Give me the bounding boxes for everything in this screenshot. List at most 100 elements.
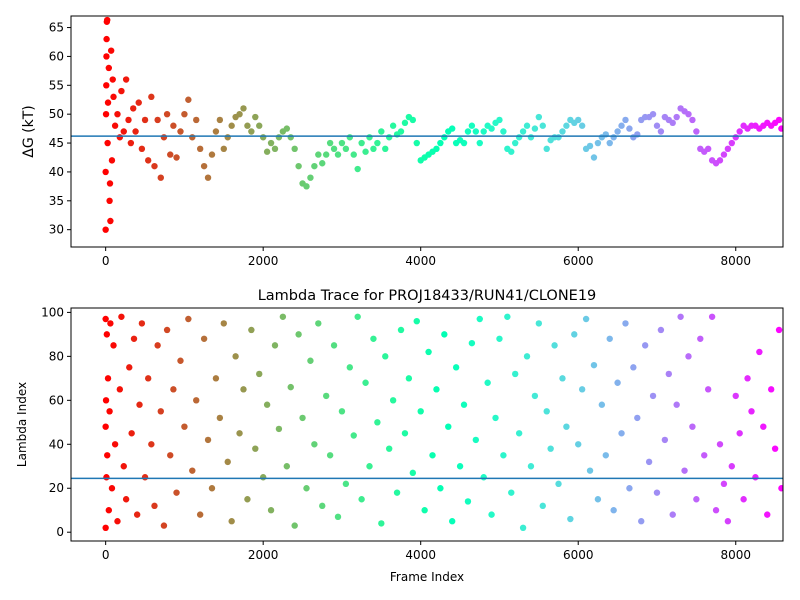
lambda-y-tick-label-40: 40 xyxy=(49,437,64,451)
delta-g-point-14 xyxy=(107,47,115,54)
lambda-point-91 xyxy=(393,489,401,496)
lambda-point-156 xyxy=(649,392,657,400)
delta-g-point-81 xyxy=(334,151,342,158)
lambda-point-68 xyxy=(303,485,310,492)
delta-g-point-62 xyxy=(259,134,267,141)
delta-g-point-146 xyxy=(590,154,598,161)
delta-g-point-101 xyxy=(413,139,420,147)
lambda-point-106 xyxy=(452,364,460,371)
delta-g-point-152 xyxy=(614,128,621,135)
delta-g-point-40 xyxy=(173,154,180,161)
lambda-point-179 xyxy=(740,496,747,503)
delta-g-point-163 xyxy=(657,128,665,135)
lambda-point-69 xyxy=(307,357,314,364)
lambda-point-154 xyxy=(641,342,649,349)
lambda-point-17 xyxy=(120,463,127,470)
delta-g-y-tick-label-35: 35 xyxy=(49,194,64,208)
delta-g-point-77 xyxy=(319,160,326,167)
lambda-point-174 xyxy=(720,480,728,488)
lambda-point-107 xyxy=(456,463,464,470)
lambda-point-115 xyxy=(488,511,495,518)
delta-g-point-126 xyxy=(512,139,519,147)
lambda-point-129 xyxy=(543,408,550,415)
delta-g-point-39 xyxy=(170,122,177,129)
delta-g-point-78 xyxy=(322,151,330,158)
delta-g-x-tick-label-2000: 2000 xyxy=(248,254,279,268)
delta-g-point-5 xyxy=(103,35,110,43)
lambda-point-18 xyxy=(122,496,130,503)
delta-g-point-21 xyxy=(118,87,125,95)
lambda-point-41 xyxy=(196,511,204,518)
delta-g-point-37 xyxy=(163,110,171,118)
lambda-point-21 xyxy=(130,335,138,342)
delta-g-point-50 xyxy=(212,128,220,135)
lambda-point-102 xyxy=(437,485,444,492)
delta-g-point-143 xyxy=(578,122,586,129)
lambda-y-tick-label-0: 0 xyxy=(56,525,64,539)
lambda-point-142 xyxy=(594,496,602,503)
delta-g-point-97 xyxy=(397,128,405,135)
lambda-point-8 xyxy=(105,507,113,514)
delta-g-point-15 xyxy=(108,157,116,164)
lambda-point-5 xyxy=(103,331,111,338)
lambda-point-133 xyxy=(559,375,566,382)
lambda-point-120 xyxy=(508,489,515,496)
lambda-point-49 xyxy=(228,518,235,525)
lambda-point-20 xyxy=(128,430,135,437)
delta-g-axes-frame xyxy=(70,15,784,248)
delta-g-point-12 xyxy=(106,180,114,187)
lambda-point-16 xyxy=(118,313,125,320)
lambda-point-109 xyxy=(464,498,472,505)
lambda-point-54 xyxy=(248,326,255,334)
delta-g-point-56 xyxy=(236,110,243,118)
lambda-point-187 xyxy=(771,445,779,452)
delta-g-point-28 xyxy=(135,99,142,106)
delta-g-point-75 xyxy=(311,162,318,170)
lambda-point-168 xyxy=(697,335,704,342)
lambda-point-143 xyxy=(598,401,606,408)
delta-g-y-tick-label-65: 65 xyxy=(49,21,64,35)
delta-g-point-24 xyxy=(125,116,132,124)
lambda-point-82 xyxy=(358,496,365,503)
delta-g-point-44 xyxy=(189,134,196,141)
lambda-point-93 xyxy=(401,430,409,437)
lambda-point-50 xyxy=(232,353,239,360)
delta-g-point-139 xyxy=(563,122,570,129)
delta-g-point-123 xyxy=(500,128,507,135)
delta-g-point-172 xyxy=(693,128,700,135)
lambda-point-94 xyxy=(405,375,413,382)
lambda-point-71 xyxy=(315,320,322,327)
lambda-point-127 xyxy=(535,320,543,327)
lambda-point-104 xyxy=(445,423,452,430)
delta-g-point-151 xyxy=(610,134,617,141)
lambda-point-182 xyxy=(752,474,759,481)
delta-g-point-98 xyxy=(401,119,409,127)
lambda-point-76 xyxy=(334,513,342,521)
lambda-point-92 xyxy=(397,326,405,334)
lambda-point-31 xyxy=(160,522,168,529)
delta-g-point-114 xyxy=(464,128,472,135)
lambda-point-37 xyxy=(181,423,188,430)
lambda-point-74 xyxy=(326,452,334,459)
lambda-x-tick-label-4000: 4000 xyxy=(405,548,436,562)
lambda-x-axis-label: Frame Index xyxy=(390,570,464,584)
lambda-point-110 xyxy=(468,339,476,347)
lambda-point-150 xyxy=(626,485,633,492)
lambda-point-103 xyxy=(441,331,448,338)
lambda-point-124 xyxy=(523,353,531,360)
lambda-point-44 xyxy=(208,485,216,492)
lambda-point-164 xyxy=(681,467,688,474)
lambda-point-162 xyxy=(673,401,680,408)
delta-g-point-38 xyxy=(167,151,174,158)
delta-g-point-166 xyxy=(669,119,676,127)
delta-g-point-79 xyxy=(326,139,334,147)
lambda-point-139 xyxy=(582,315,590,323)
lambda-point-56 xyxy=(256,370,263,378)
lambda-point-40 xyxy=(193,397,200,404)
delta-g-point-155 xyxy=(626,125,633,132)
delta-g-point-31 xyxy=(144,157,152,164)
lambda-point-53 xyxy=(244,496,251,503)
lambda-point-9 xyxy=(106,408,113,415)
delta-g-point-108 xyxy=(441,134,448,141)
delta-g-point-87 xyxy=(358,139,365,147)
